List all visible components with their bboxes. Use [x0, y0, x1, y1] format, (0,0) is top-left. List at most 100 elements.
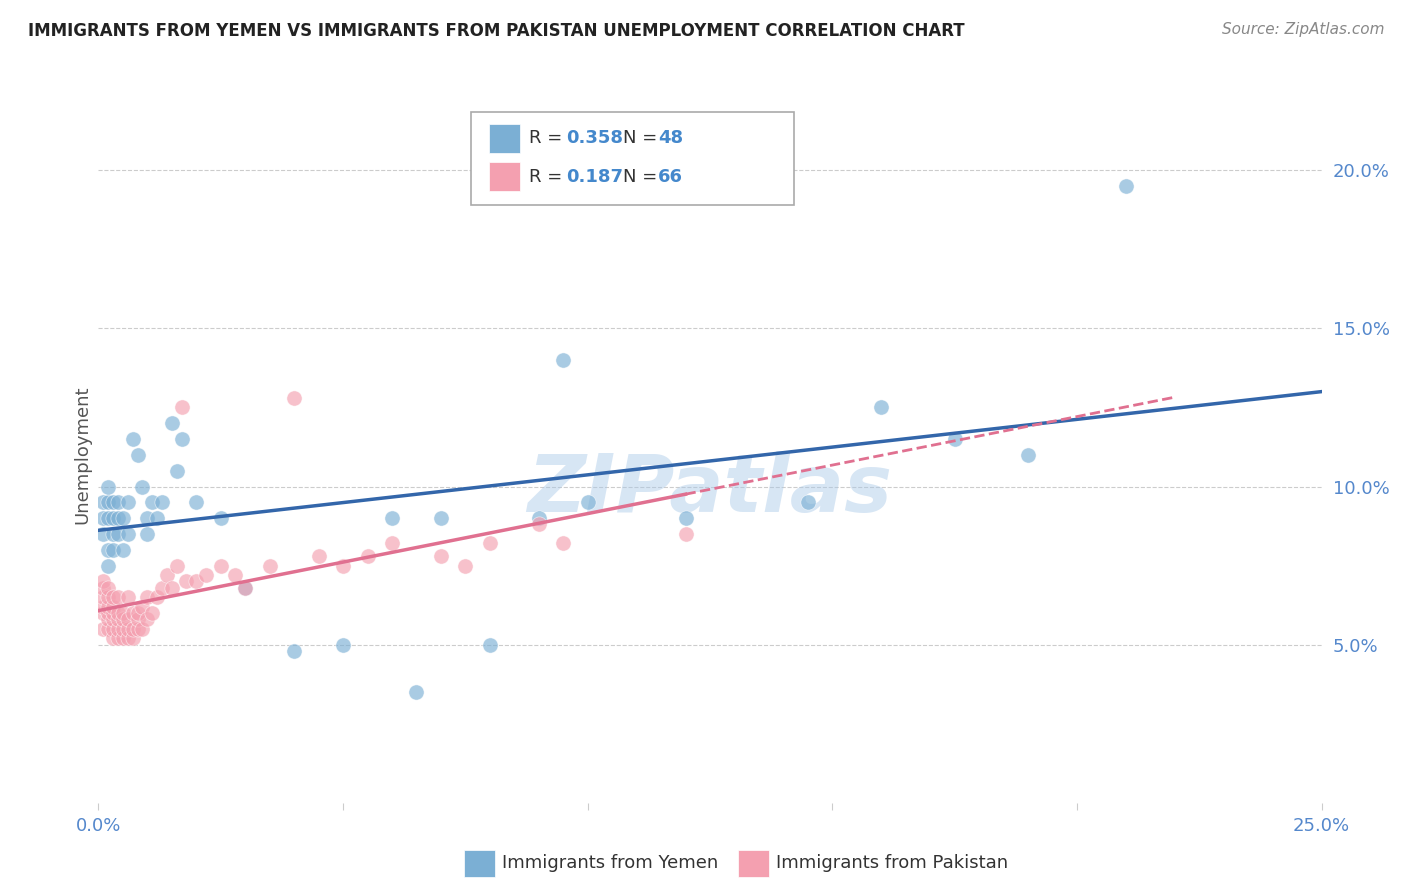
- Point: [91, 581, 114, 595]
- Text: 0.187: 0.187: [567, 168, 624, 186]
- Point: [170, 432, 193, 446]
- Point: [136, 511, 159, 525]
- Point: [166, 558, 188, 573]
- Point: [170, 401, 193, 415]
- Point: [111, 542, 134, 557]
- Point: [553, 536, 575, 550]
- Point: [117, 591, 139, 605]
- Point: [454, 558, 477, 573]
- Point: [97, 599, 120, 614]
- Point: [101, 511, 124, 525]
- Point: [308, 549, 330, 563]
- Point: [97, 511, 120, 525]
- Point: [195, 568, 218, 582]
- Point: [224, 568, 246, 582]
- Point: [117, 495, 139, 509]
- Point: [117, 527, 139, 541]
- Point: [150, 495, 173, 509]
- Point: [107, 511, 129, 525]
- Point: [107, 606, 129, 620]
- Point: [527, 517, 550, 532]
- Point: [553, 353, 575, 368]
- Point: [160, 581, 183, 595]
- Text: IMMIGRANTS FROM YEMEN VS IMMIGRANTS FROM PAKISTAN UNEMPLOYMENT CORRELATION CHART: IMMIGRANTS FROM YEMEN VS IMMIGRANTS FROM…: [28, 22, 965, 40]
- Point: [107, 527, 129, 541]
- Point: [283, 391, 305, 405]
- Point: [430, 511, 453, 525]
- Point: [127, 622, 149, 636]
- Point: [146, 511, 169, 525]
- Point: [156, 568, 179, 582]
- Point: [381, 511, 404, 525]
- Point: [176, 574, 198, 589]
- Point: [111, 612, 134, 626]
- Point: [121, 632, 143, 646]
- Point: [797, 495, 820, 509]
- Point: [1017, 448, 1039, 462]
- Point: [943, 432, 966, 446]
- Point: [101, 612, 124, 626]
- Point: [136, 527, 159, 541]
- Point: [101, 622, 124, 636]
- Point: [136, 612, 159, 626]
- Point: [166, 464, 188, 478]
- Point: [1115, 179, 1137, 194]
- Point: [91, 622, 114, 636]
- Point: [91, 495, 114, 509]
- Point: [121, 606, 143, 620]
- Point: [101, 542, 124, 557]
- Point: [111, 632, 134, 646]
- Point: [136, 591, 159, 605]
- Point: [111, 511, 134, 525]
- Point: [91, 511, 114, 525]
- Point: [233, 581, 256, 595]
- Point: [186, 495, 208, 509]
- Point: [117, 612, 139, 626]
- Text: N =: N =: [623, 168, 662, 186]
- Point: [97, 612, 120, 626]
- Point: [259, 558, 281, 573]
- Point: [117, 632, 139, 646]
- Point: [97, 581, 120, 595]
- Text: Immigrants from Pakistan: Immigrants from Pakistan: [776, 855, 1008, 872]
- Point: [107, 622, 129, 636]
- Point: [478, 536, 501, 550]
- Point: [150, 581, 173, 595]
- Point: [111, 622, 134, 636]
- Point: [97, 591, 120, 605]
- Point: [97, 622, 120, 636]
- Point: [576, 495, 599, 509]
- Point: [107, 495, 129, 509]
- Point: [186, 574, 208, 589]
- Point: [107, 612, 129, 626]
- Point: [107, 632, 129, 646]
- Point: [131, 599, 153, 614]
- Point: [91, 606, 114, 620]
- Point: [131, 622, 153, 636]
- Point: [97, 542, 120, 557]
- Point: [101, 591, 124, 605]
- Point: [209, 511, 232, 525]
- Point: [141, 606, 163, 620]
- Text: R =: R =: [529, 168, 568, 186]
- Point: [101, 495, 124, 509]
- Point: [675, 511, 697, 525]
- Point: [127, 448, 149, 462]
- Point: [101, 599, 124, 614]
- Point: [127, 612, 149, 626]
- Point: [283, 644, 305, 658]
- Text: 66: 66: [658, 168, 683, 186]
- Point: [91, 599, 114, 614]
- Point: [332, 558, 354, 573]
- Text: N =: N =: [623, 129, 662, 147]
- Point: [356, 549, 378, 563]
- Point: [107, 591, 129, 605]
- Point: [101, 632, 124, 646]
- Point: [146, 591, 169, 605]
- Point: [97, 606, 120, 620]
- Point: [131, 479, 153, 493]
- Point: [91, 574, 114, 589]
- Point: [332, 638, 354, 652]
- Text: ZIPatlas: ZIPatlas: [527, 450, 893, 529]
- Text: 0.358: 0.358: [567, 129, 624, 147]
